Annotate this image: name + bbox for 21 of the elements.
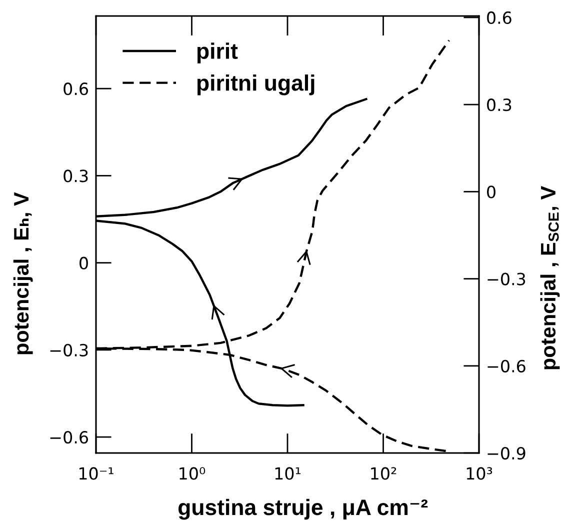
- x-tick-label: 10⁻¹: [79, 467, 114, 480]
- x-axis-title: gustina struje , μA cm⁻²: [178, 498, 428, 520]
- x-tick-label: 10⁰: [180, 467, 206, 480]
- y2-tick-label: −0.6: [488, 360, 526, 372]
- y-tick-label: 0.6: [64, 82, 88, 96]
- y2-axis-title: potencijal , E$_{SCE}$, V: [540, 186, 560, 370]
- y-tick-label: 0.3: [64, 170, 88, 182]
- y2-tick-label: 0.6: [487, 11, 512, 24]
- y-axis-title: potencijal , Eₕ, V: [13, 192, 33, 354]
- legend-label: pirit: [197, 42, 238, 64]
- legend-label: piritni ugalj: [197, 74, 314, 96]
- y2-tick-label: 0: [487, 186, 496, 198]
- y2-tick-label: −0.3: [488, 272, 526, 286]
- y-tick-label: −0.3: [50, 344, 88, 356]
- y-tick-label: 0: [80, 256, 88, 270]
- y2-tick-label: 0.3: [487, 98, 512, 112]
- y2-tick-label: −0.9: [488, 446, 526, 460]
- x-tick-label: 10²: [371, 467, 396, 480]
- x-tick-label: 10³: [466, 467, 492, 480]
- y-tick-label: −0.6: [50, 430, 88, 444]
- x-tick-label: 10¹: [275, 467, 301, 480]
